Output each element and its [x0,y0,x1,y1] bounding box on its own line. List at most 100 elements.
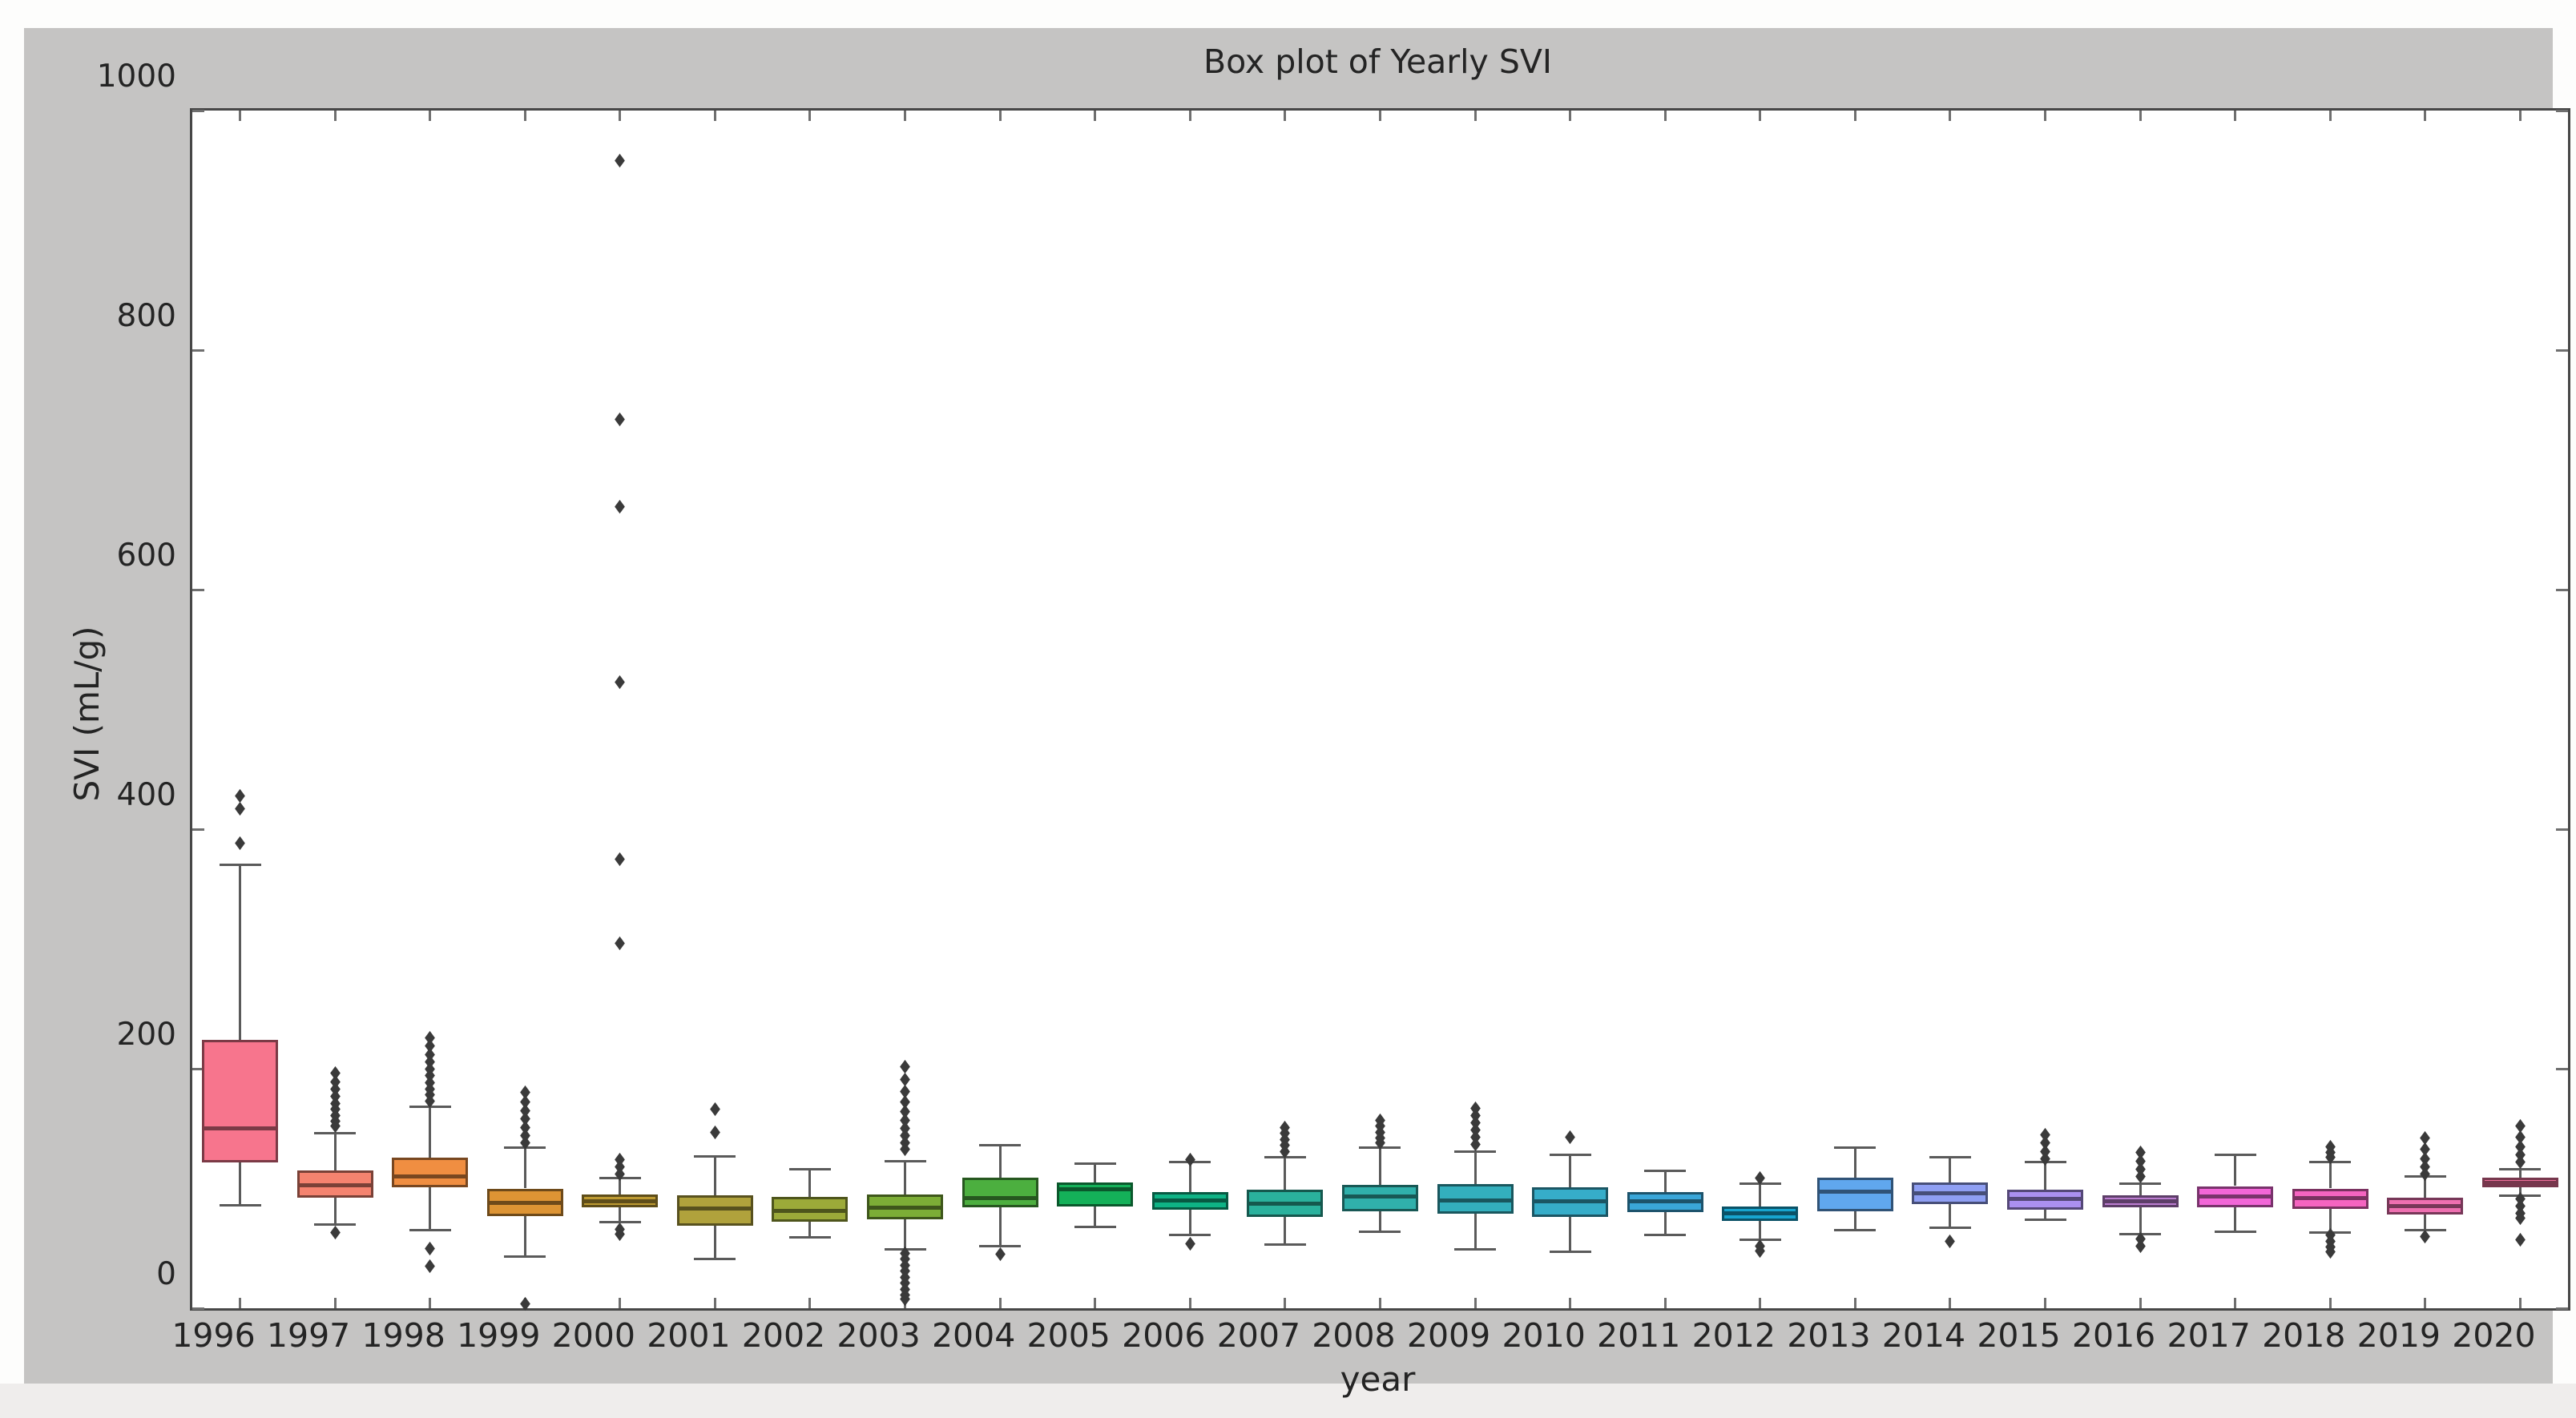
box-1996 [202,1040,278,1162]
whisker-lower [998,1207,1002,1247]
x-tick-label-2010: 2010 [1502,1316,1586,1355]
x-tick-label-1998: 1998 [361,1316,445,1355]
outlier-marker [615,500,626,514]
x-tick-top [1378,111,1381,121]
y-tick-right [2556,828,2568,831]
whisker-cap-upper [694,1154,736,1158]
whisker-lower [1759,1220,1762,1240]
y-tick-label-0: 0 [156,1256,176,1292]
median-line [772,1209,849,1214]
x-tick-label-2016: 2016 [2071,1316,2156,1355]
x-tick-bottom [619,1298,622,1308]
whisker-cap-lower [219,1203,261,1207]
x-tick-bottom [998,1298,1002,1308]
x-tick-top [713,111,716,121]
figure: Box plot of Yearly SVI SVI (mL/g) year 0… [24,28,2570,1399]
x-tick-bottom [1473,1298,1477,1308]
x-tick-label-2009: 2009 [1406,1316,1491,1355]
whisker-upper [2139,1183,2142,1196]
whisker-lower [2328,1208,2332,1233]
x-tick-label-2018: 2018 [2262,1316,2346,1355]
whisker-lower [2044,1210,2047,1220]
whisker-cap-lower [979,1244,1022,1247]
whisker-lower [1663,1212,1667,1235]
whisker-upper [1759,1183,1762,1207]
whisker-cap-upper [2214,1154,2256,1157]
x-tick-label-2017: 2017 [2167,1316,2251,1355]
x-tick-top [429,111,432,121]
x-tick-bottom [808,1298,812,1308]
x-tick-bottom [2518,1298,2522,1308]
whisker-lower [429,1187,432,1231]
median-line [1532,1199,1609,1204]
outlier-marker [615,675,626,689]
outlier-marker [710,1125,720,1139]
outlier-marker [615,413,626,427]
y-tick-right [2556,348,2568,352]
whisker-cap-upper [314,1132,357,1135]
x-tick-bottom [2328,1298,2332,1308]
median-line [961,1195,1038,1200]
median-line [1816,1190,1893,1194]
outlier-marker [425,1259,436,1274]
y-tick-right [2556,1307,2568,1310]
x-tick-label-2006: 2006 [1122,1316,1206,1355]
whisker-lower [239,1162,241,1206]
whisker-cap-upper [2499,1168,2542,1171]
x-tick-bottom [1284,1298,1287,1308]
whisker-upper [2328,1162,2332,1189]
whisker-lower [1853,1211,1856,1231]
x-tick-label-2001: 2001 [647,1316,731,1355]
x-tick-bottom [713,1298,716,1308]
whisker-cap-lower [788,1236,831,1239]
outlier-marker [1184,1153,1195,1167]
x-tick-label-2000: 2000 [551,1316,635,1355]
whisker-cap-lower [1549,1251,1591,1254]
x-tick-label-2014: 2014 [1881,1316,1966,1355]
whisker-cap-lower [1074,1225,1116,1228]
whisker-upper [1378,1147,1381,1185]
whisker-cap-upper [2119,1182,2162,1186]
whisker-upper [1284,1157,1287,1190]
median-line [2197,1194,2274,1199]
whisker-upper [808,1169,812,1197]
x-tick-bottom [429,1298,432,1308]
y-tick-label-800: 800 [116,298,176,334]
whisker-cap-upper [1834,1146,1877,1150]
whisker-upper [2044,1162,2047,1190]
outlier-marker [1565,1130,1575,1144]
outlier-marker [1945,1234,1956,1248]
outlier-marker [1184,1236,1195,1251]
median-line [1151,1198,1228,1202]
x-tick-top [523,111,526,121]
whisker-upper [1663,1170,1667,1192]
x-tick-top [904,111,907,121]
whisker-cap-upper [884,1159,926,1162]
x-tick-top [2139,111,2142,121]
whisker-upper [1094,1163,1097,1182]
median-line [2292,1195,2368,1200]
median-line [486,1200,563,1205]
x-tick-top [333,111,337,121]
y-tick-right [2556,588,2568,591]
x-tick-label-2020: 2020 [2452,1316,2536,1355]
x-tick-top [1663,111,1667,121]
median-line [867,1205,944,1210]
whisker-lower [1094,1206,1097,1227]
whisker-cap-lower [2024,1218,2066,1221]
x-tick-bottom [333,1298,337,1308]
x-tick-label-2013: 2013 [1787,1316,1871,1355]
whisker-lower [808,1222,812,1238]
whisker-cap-lower [314,1223,357,1226]
whisker-lower [1378,1211,1381,1232]
whisker-upper [998,1145,1002,1178]
x-tick-bottom [2234,1298,2237,1308]
plot-area [190,108,2570,1311]
x-tick-bottom [1759,1298,1762,1308]
y-tick-right [2556,109,2568,112]
whisker-upper [2424,1176,2427,1198]
whisker-cap-upper [219,864,261,867]
median-line [296,1182,373,1187]
whisker-upper [1569,1154,1572,1187]
x-tick-bottom [1853,1298,1856,1308]
